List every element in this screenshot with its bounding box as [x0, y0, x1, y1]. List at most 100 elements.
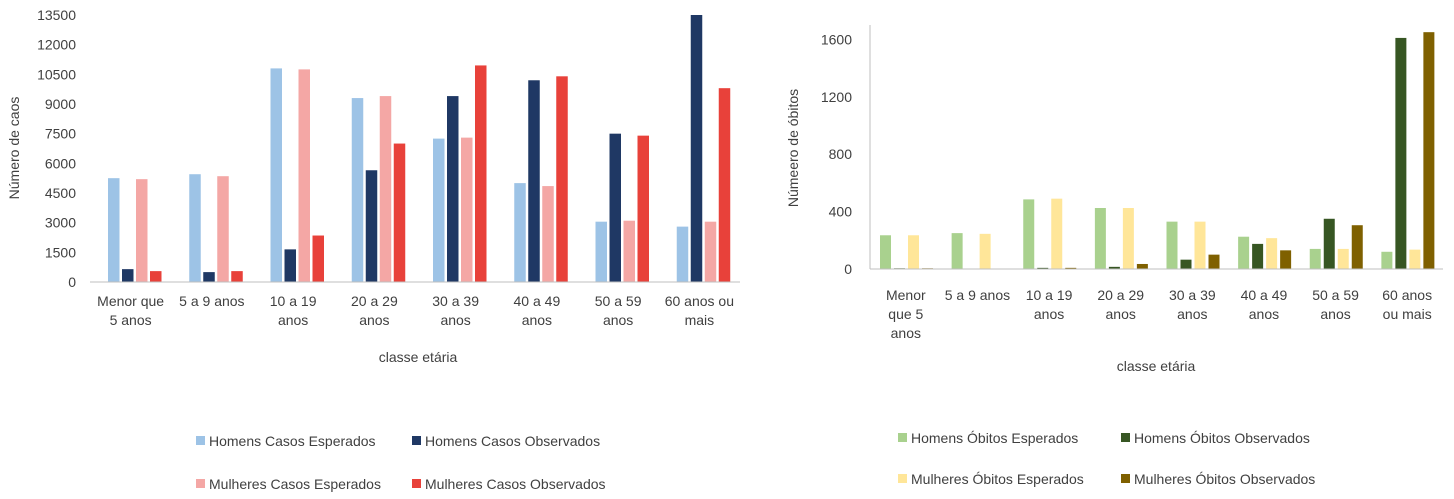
x-axis-title: classe etária: [379, 349, 458, 365]
legend-swatch: [196, 479, 205, 488]
legend-label: Mulheres Óbitos Esperados: [911, 471, 1084, 487]
legend-swatch: [1121, 474, 1130, 483]
bar: [638, 136, 650, 282]
legend-label: Homens Casos Esperados: [209, 433, 376, 449]
y-axis-title: Númeero de óbitos: [785, 89, 801, 207]
y-tick-label: 4500: [45, 185, 76, 201]
legend-label: Homens Óbitos Observados: [1134, 430, 1310, 446]
bar: [1352, 225, 1363, 269]
y-tick-label: 1600: [821, 31, 852, 47]
legend-label: Mulheres Casos Observados: [425, 476, 606, 492]
bar: [610, 134, 622, 282]
y-tick-label: 400: [829, 204, 853, 220]
bar: [1181, 260, 1192, 269]
legend-swatch: [898, 474, 907, 483]
y-tick-label: 800: [829, 146, 853, 162]
bar: [1423, 32, 1434, 269]
bar: [1310, 249, 1321, 269]
bar: [1238, 237, 1249, 269]
bar: [596, 222, 608, 282]
bar: [231, 271, 243, 282]
y-tick-label: 7500: [45, 126, 76, 142]
bar: [352, 98, 364, 282]
y-tick-label: 12000: [37, 37, 76, 53]
bar: [122, 269, 134, 282]
bar: [433, 139, 445, 282]
y-tick-label: 6000: [45, 155, 76, 171]
bar: [1051, 199, 1062, 269]
bar: [217, 176, 229, 282]
y-tick-label: 9000: [45, 96, 76, 112]
bar: [475, 65, 487, 282]
bar: [461, 138, 473, 282]
legend-swatch: [1121, 433, 1130, 442]
bar: [313, 236, 325, 282]
legend-swatch: [412, 479, 421, 488]
bar: [952, 233, 963, 269]
y-tick-label: 3000: [45, 215, 76, 231]
legend-swatch: [412, 436, 421, 445]
bar: [366, 170, 378, 282]
bar: [514, 183, 526, 282]
x-axis-title: classe etária: [1117, 358, 1196, 374]
bar: [691, 15, 703, 282]
bar: [1095, 208, 1106, 269]
bar: [1195, 222, 1206, 269]
chart-1: 0 1500 3000 4500 6000 7500 9000 10500 12000 13500…: [6, 7, 740, 492]
bar: [980, 234, 991, 269]
y-tick-label: 1500: [45, 244, 76, 260]
x-tick-label: 5 a 9 anos: [179, 293, 244, 309]
bar: [1137, 264, 1148, 269]
bar: [271, 68, 283, 282]
legend-swatch: [196, 436, 205, 445]
y-tick-label: 10500: [37, 66, 76, 82]
y-tick-label: 13500: [37, 7, 76, 23]
bar: [677, 227, 689, 282]
x-tick-label: 5 a 9 anos: [945, 287, 1010, 303]
legend-swatch: [898, 433, 907, 442]
legend-label: Homens Óbitos Esperados: [911, 430, 1078, 446]
y-tick-label: 1200: [821, 89, 852, 105]
bar: [1338, 249, 1349, 269]
legend: Homens Óbitos Esperados Homens Óbitos Obs…: [898, 430, 1315, 487]
bar: [624, 221, 636, 282]
legend-label: Homens Casos Observados: [425, 433, 600, 449]
bar: [542, 186, 554, 282]
y-axis-title: Número de caos: [6, 97, 22, 200]
bar: [136, 179, 148, 282]
bar: [705, 222, 717, 282]
bar: [1123, 208, 1134, 269]
bar: [1252, 244, 1263, 269]
bar: [380, 96, 392, 282]
bar: [108, 178, 120, 282]
legend-label: Mulheres Óbitos Observados: [1134, 471, 1315, 487]
bar: [189, 174, 201, 282]
bar: [203, 272, 215, 282]
bar: [447, 96, 459, 282]
bar: [908, 235, 919, 269]
y-tick-label: 0: [844, 261, 852, 277]
legend-label: Mulheres Casos Esperados: [209, 476, 381, 492]
bar: [299, 69, 311, 282]
legend: Homens Casos Esperados Homens Casos Obser…: [196, 433, 606, 492]
bar: [528, 80, 540, 282]
bar: [1409, 250, 1420, 269]
y-tick-label: 0: [68, 274, 76, 290]
bar: [719, 88, 731, 282]
